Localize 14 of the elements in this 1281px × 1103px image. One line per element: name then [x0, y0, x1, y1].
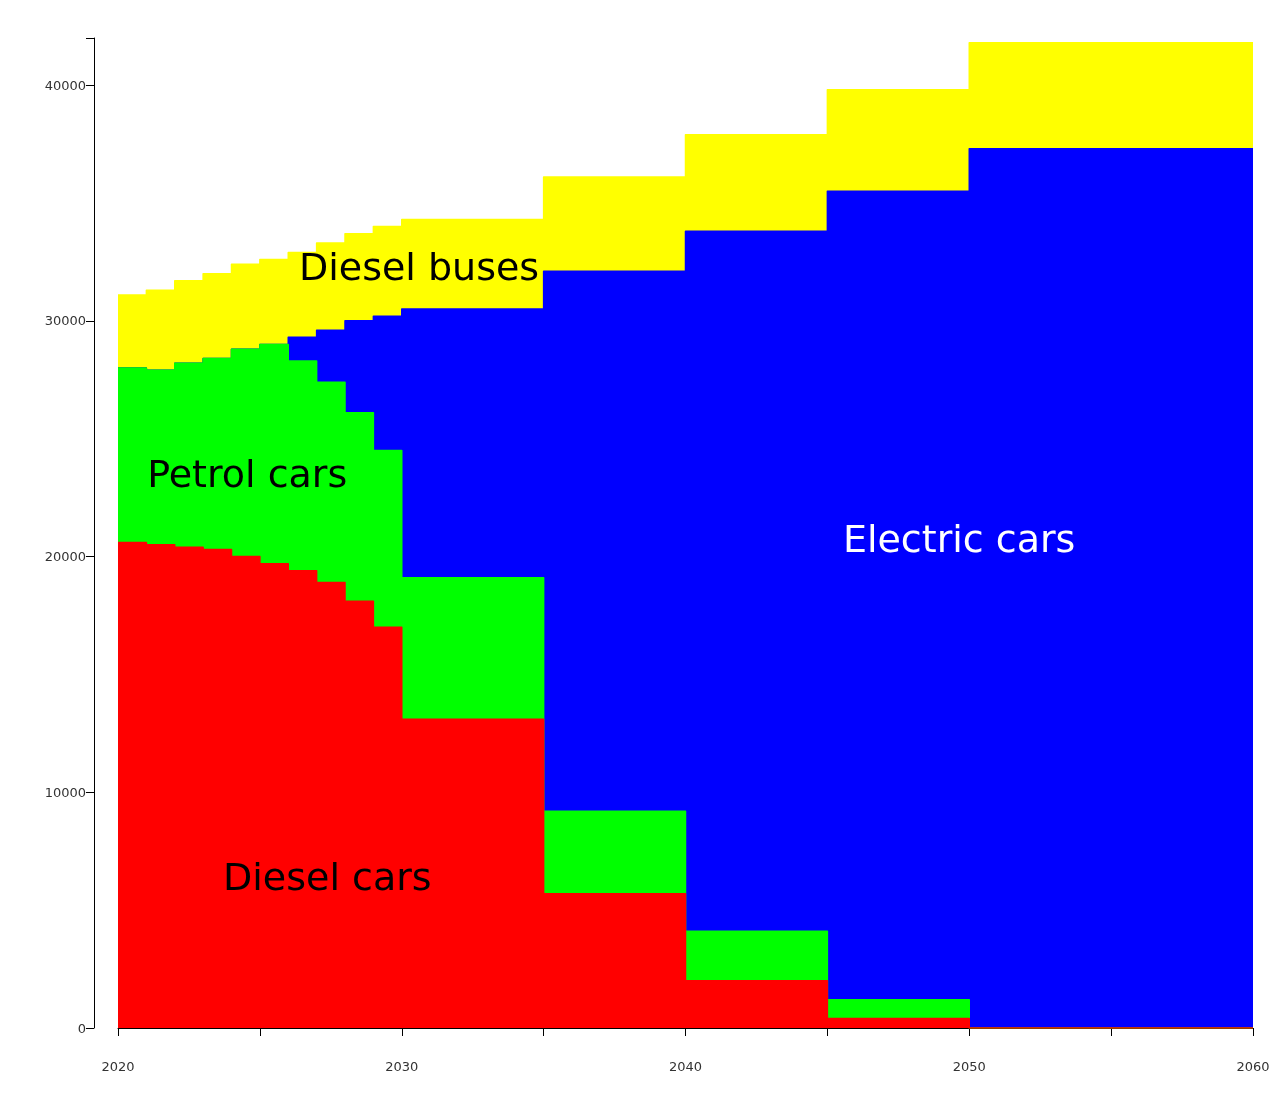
series-label: Diesel buses	[298, 244, 540, 289]
series-label: Electric cars	[842, 517, 1076, 562]
y-tick-label: 10000	[44, 784, 86, 800]
x-tick-label: 2060	[1236, 1059, 1270, 1074]
series-label: Diesel cars	[223, 855, 432, 900]
y-tick-label: 20000	[44, 549, 86, 565]
x-tick-label: 2040	[668, 1059, 703, 1074]
x-tick-label: 2050	[952, 1059, 986, 1074]
series-label: Petrol cars	[147, 451, 348, 496]
y-tick-label: 0	[77, 1020, 86, 1036]
x-tick-label: 2030	[385, 1059, 419, 1074]
x-tick-label: 2020	[101, 1059, 135, 1074]
y-tick-label: 40000	[44, 77, 86, 93]
y-tick-label: 30000	[44, 313, 86, 329]
